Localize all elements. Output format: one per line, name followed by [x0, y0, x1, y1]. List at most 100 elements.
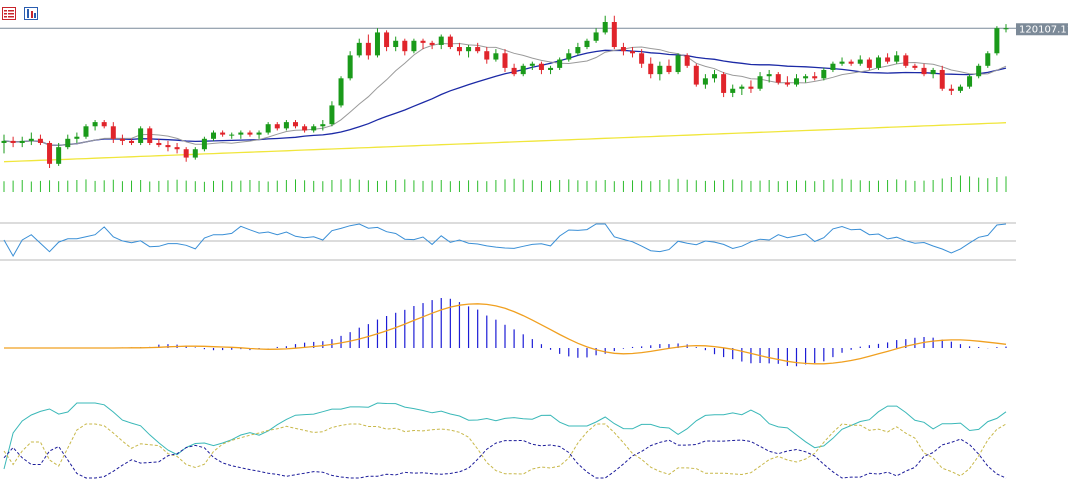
candle [174, 142, 180, 154]
candle-body [438, 36, 444, 45]
candle [648, 57, 654, 79]
candle-body [338, 78, 344, 106]
candle-body [374, 32, 380, 56]
candle [839, 57, 845, 66]
candle [830, 61, 836, 73]
candle [766, 69, 772, 83]
candle-body [812, 76, 818, 79]
candle-body [347, 55, 353, 79]
candle-body [402, 40, 408, 52]
candle-body [147, 128, 153, 143]
moving-average-slow [3, 122, 1007, 163]
candle-body [839, 61, 845, 64]
candle [229, 132, 235, 139]
candle-body [557, 59, 563, 68]
candle [584, 38, 590, 50]
candle [529, 61, 535, 70]
candle [347, 51, 353, 81]
candle [784, 76, 790, 87]
candle [156, 138, 162, 148]
candle [256, 130, 262, 139]
price-panel: 120107.11 [0, 15, 1070, 192]
candle [402, 38, 408, 56]
candle [37, 134, 43, 146]
candle [274, 122, 280, 131]
candle-body [1, 140, 7, 143]
candle [475, 42, 481, 54]
candle-body [19, 140, 25, 143]
candle-body [165, 145, 171, 148]
candle-body [948, 88, 954, 91]
candle-body [620, 47, 626, 52]
candle [110, 122, 116, 143]
candle-body [365, 42, 371, 56]
candle [420, 38, 426, 50]
candle [147, 126, 153, 146]
toolbar [2, 5, 38, 21]
candle-body [602, 22, 608, 33]
candle [611, 15, 617, 50]
candle-body [985, 53, 991, 66]
candle [292, 120, 298, 129]
volume-bars [3, 175, 1007, 192]
candle [192, 147, 198, 160]
ma-mid-line [3, 49, 1007, 147]
candle-body [302, 126, 308, 131]
candle [602, 15, 608, 35]
candle [456, 42, 462, 56]
candle [657, 61, 663, 81]
candle-body [848, 61, 854, 64]
candle-body [447, 36, 453, 48]
ma-slow-line [3, 122, 1007, 163]
candle-body [666, 65, 672, 73]
candle [56, 142, 62, 166]
candle-body [721, 74, 727, 93]
candle-body [129, 140, 135, 143]
candle-body [101, 122, 107, 127]
candle-body [174, 147, 180, 150]
candle [803, 74, 809, 83]
candle [119, 134, 125, 146]
candle-body [921, 67, 927, 75]
candle [693, 63, 699, 87]
oscillator-panel [3, 402, 1007, 479]
chart-list-icon[interactable] [2, 5, 16, 20]
candle [730, 84, 736, 98]
candle [247, 130, 253, 137]
candle [630, 47, 636, 58]
candle-body [229, 134, 235, 136]
candle [374, 28, 380, 58]
candle-body [575, 47, 581, 54]
candle [821, 67, 827, 81]
candle-body [684, 55, 690, 66]
candle [338, 76, 344, 108]
candle [575, 42, 581, 56]
candle [320, 120, 326, 131]
candle-body [329, 105, 335, 125]
candle-body [220, 132, 226, 135]
candle [47, 140, 53, 168]
candle [356, 38, 362, 58]
candle-body [429, 42, 435, 45]
candle-body [739, 86, 745, 89]
chart-properties-icon[interactable] [24, 5, 38, 20]
oscillator-minus-line [3, 438, 1007, 479]
candle-body [866, 59, 872, 68]
candle-body [766, 74, 772, 77]
panel-separators [0, 222, 1016, 261]
candle-body [456, 47, 462, 52]
candle [848, 59, 854, 66]
candle [429, 40, 435, 50]
candle-body [967, 76, 973, 87]
candle [83, 124, 89, 139]
candle [566, 49, 572, 62]
candle-body [775, 74, 781, 83]
candle [639, 49, 645, 68]
candle [447, 34, 453, 50]
candle [866, 57, 872, 70]
candle-body [821, 69, 827, 79]
candle [976, 63, 982, 79]
candle-body [56, 147, 62, 164]
candle-body [420, 40, 426, 43]
candle [265, 122, 271, 135]
